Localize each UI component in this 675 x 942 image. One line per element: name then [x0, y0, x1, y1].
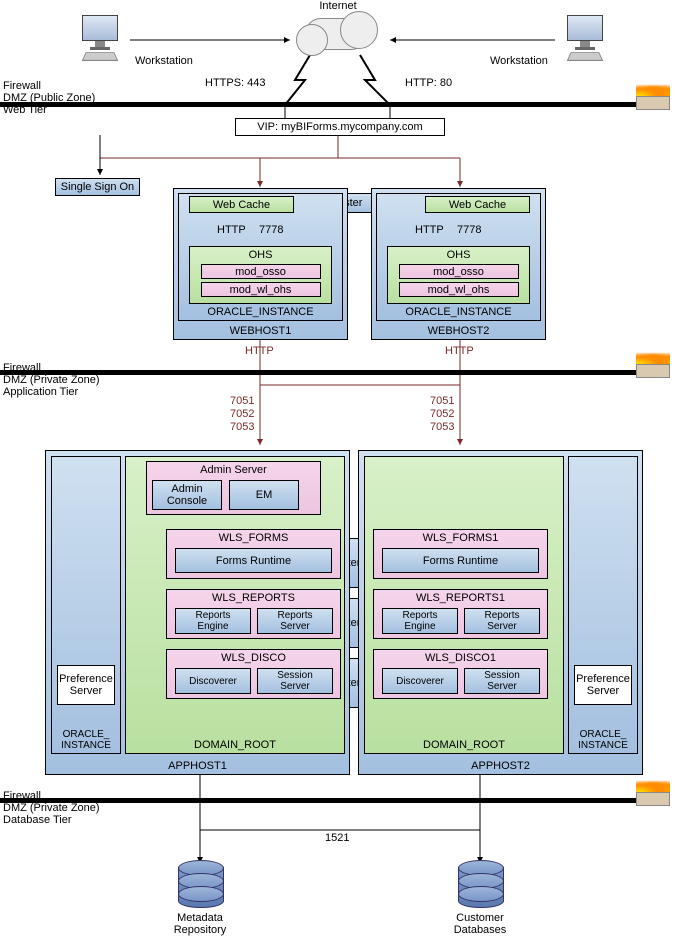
- wh2-oi-label: ORACLE_INSTANCE: [377, 306, 540, 318]
- https-label: HTTPS: 443: [205, 77, 266, 89]
- wh1-webcache: Web Cache: [189, 196, 294, 213]
- ah1-rep-eng: Reports Engine: [175, 608, 251, 634]
- db-meta-icon: [178, 860, 222, 910]
- workstation-right-icon: [560, 15, 610, 65]
- wh1-label: WEBHOST1: [174, 325, 347, 337]
- ah2-reports: WLS_REPORTS1 Reports Engine Reports Serv…: [373, 589, 548, 639]
- ah2-session: Session Server: [464, 668, 540, 694]
- wh1-port: 7778: [259, 224, 283, 236]
- ah1-oi-label: ORACLE_ INSTANCE: [59, 727, 113, 753]
- ah1-em: EM: [229, 480, 299, 510]
- ah2-reports-label: WLS_REPORTS1: [374, 590, 547, 604]
- ah1-disco: WLS_DISCO Discoverer Session Server: [166, 649, 341, 699]
- db-cust-icon: [458, 860, 502, 910]
- ah1-oi: Preference Server ORACLE_ INSTANCE: [51, 456, 121, 754]
- ah1-domain-label: DOMAIN_ROOT: [126, 739, 344, 751]
- fw2-l3: Application Tier: [3, 386, 78, 398]
- internet-label: Internet: [288, 0, 388, 12]
- ah1-forms-rt: Forms Runtime: [175, 548, 332, 573]
- ah2-discoverer: Discoverer: [382, 668, 458, 694]
- p3l: 7053: [230, 421, 254, 433]
- wh1-ohs-label: OHS: [249, 249, 273, 261]
- wh1-ohs: OHS mod_osso mod_wl_ohs: [189, 246, 332, 304]
- wh1-mod-wl: mod_wl_ohs: [201, 282, 321, 297]
- ah1-discoverer: Discoverer: [175, 668, 251, 694]
- ah1-pref: Preference Server: [57, 665, 115, 705]
- ah2-rep-eng: Reports Engine: [382, 608, 458, 634]
- wh2-ohs-label: OHS: [447, 249, 471, 261]
- ah2-oi: Preference Server ORACLE_ INSTANCE: [568, 456, 638, 754]
- ah1-rep-srv: Reports Server: [257, 608, 333, 634]
- firewall-icon-2: [636, 354, 670, 378]
- apphost2: WLS_FORMS1 Forms Runtime WLS_REPORTS1 Re…: [358, 450, 643, 775]
- p1l: 7051: [230, 395, 254, 407]
- firewall-1: [0, 102, 653, 107]
- workstation-left-icon: [75, 15, 125, 65]
- workstation-left-label: Workstation: [135, 55, 193, 67]
- ah2-pref: Preference Server: [574, 665, 632, 705]
- p2r: 7052: [430, 408, 454, 420]
- fw1-l1: Firewall: [3, 80, 41, 92]
- wh2-mod-osso: mod_osso: [399, 264, 519, 279]
- ah1-disco-label: WLS_DISCO: [167, 650, 340, 664]
- ah2-rep-srv: Reports Server: [464, 608, 540, 634]
- workstation-right-label: Workstation: [490, 55, 548, 67]
- webhost2: Web Cache HTTP 7778 OHS mod_osso mod_wl_…: [371, 188, 546, 340]
- wh1-mod-osso: mod_osso: [201, 264, 321, 279]
- firewall-2: [0, 370, 653, 375]
- firewall-icon-1: [636, 86, 670, 110]
- ah1-domain: Admin Server Admin Console EM WLS_FORMS …: [125, 456, 345, 754]
- ah1-forms-label: WLS_FORMS: [167, 530, 340, 544]
- ah2-disco-label: WLS_DISCO1: [374, 650, 547, 664]
- p2l: 7052: [230, 408, 254, 420]
- ah2-domain: WLS_FORMS1 Forms Runtime WLS_REPORTS1 Re…: [364, 456, 564, 754]
- ah1-forms: WLS_FORMS Forms Runtime: [166, 529, 341, 579]
- ah1-session: Session Server: [257, 668, 333, 694]
- firewall-3: [0, 798, 653, 803]
- ah2-forms-label: WLS_FORMS1: [374, 530, 547, 544]
- webhost1-oi: Web Cache HTTP 7778 OHS mod_osso mod_wl_…: [178, 193, 343, 321]
- firewall-icon-3: [636, 782, 670, 806]
- ah1-label: APPHOST1: [46, 760, 349, 772]
- webhost1: Web Cache HTTP 7778 OHS mod_osso mod_wl_…: [173, 188, 348, 340]
- fw3-l2: DMZ (Private Zone): [3, 802, 100, 814]
- ah2-disco: WLS_DISCO1 Discoverer Session Server: [373, 649, 548, 699]
- ah1-admin-label: Admin Server: [147, 462, 320, 476]
- p1r: 7051: [430, 395, 454, 407]
- http-down-2: HTTP: [445, 345, 474, 357]
- wh2-label: WEBHOST2: [372, 325, 545, 337]
- fw3-l3: Database Tier: [3, 814, 71, 826]
- vip-box: VIP: myBIForms.mycompany.com: [235, 118, 445, 136]
- db-meta-label: Metadata Repository: [150, 912, 250, 936]
- db-port: 1521: [325, 832, 349, 844]
- ah2-forms: WLS_FORMS1 Forms Runtime: [373, 529, 548, 579]
- fw2-l2: DMZ (Private Zone): [3, 374, 100, 386]
- p3r: 7053: [430, 421, 454, 433]
- apphost1: Preference Server ORACLE_ INSTANCE Admin…: [45, 450, 350, 775]
- cloud-icon: [305, 18, 367, 50]
- wh1-http: HTTP: [217, 224, 246, 236]
- ah1-admin: Admin Server Admin Console EM: [146, 461, 321, 515]
- wh2-ohs: OHS mod_osso mod_wl_ohs: [387, 246, 530, 304]
- db-cust-label: Customer Databases: [430, 912, 530, 936]
- ah2-domain-label: DOMAIN_ROOT: [365, 739, 563, 751]
- wh2-port: 7778: [457, 224, 481, 236]
- wh2-mod-wl: mod_wl_ohs: [399, 282, 519, 297]
- http-label: HTTP: 80: [405, 77, 452, 89]
- wh1-oi-label: ORACLE_INSTANCE: [179, 306, 342, 318]
- ah2-forms-rt: Forms Runtime: [382, 548, 539, 573]
- ah1-reports: WLS_REPORTS Reports Engine Reports Serve…: [166, 589, 341, 639]
- ah2-label: APPHOST2: [359, 760, 642, 772]
- ah2-oi-label: ORACLE_ INSTANCE: [576, 727, 630, 753]
- wh2-http: HTTP: [415, 224, 444, 236]
- ah1-reports-label: WLS_REPORTS: [167, 590, 340, 604]
- webhost2-oi: Web Cache HTTP 7778 OHS mod_osso mod_wl_…: [376, 193, 541, 321]
- sso-box: Single Sign On: [55, 178, 140, 196]
- ah1-adminconsole: Admin Console: [152, 480, 222, 510]
- http-down-1: HTTP: [245, 345, 274, 357]
- wh2-webcache: Web Cache: [425, 196, 530, 213]
